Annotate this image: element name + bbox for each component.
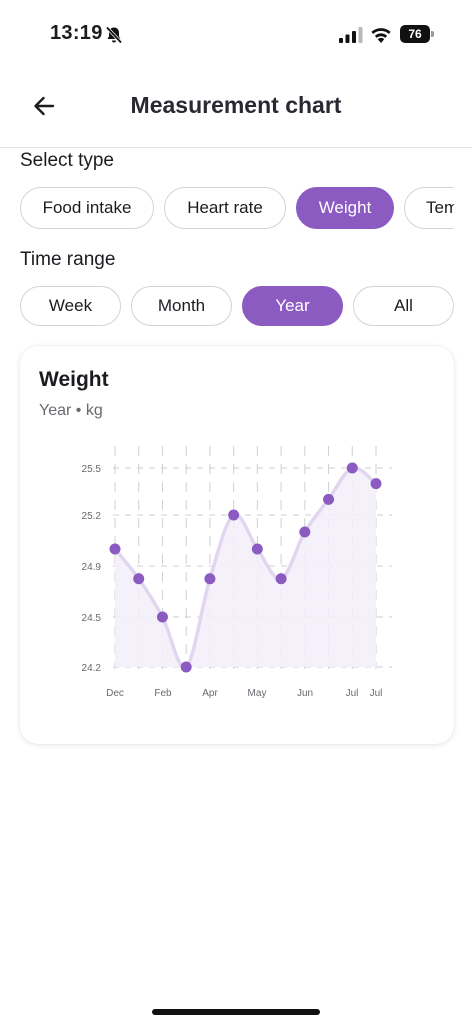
x-tick-label: Jul — [346, 688, 359, 699]
data-point — [251, 543, 263, 555]
chip-weight[interactable]: Weight — [296, 187, 394, 229]
home-indicator — [152, 1009, 320, 1015]
data-point — [228, 509, 240, 521]
chip-week[interactable]: Week — [20, 286, 121, 326]
data-point — [299, 526, 311, 538]
y-tick-label: 24.5 — [82, 613, 102, 624]
x-tick-label: Apr — [202, 688, 218, 699]
x-tick-label: Dec — [106, 688, 124, 699]
select-type-label: Select type — [20, 150, 114, 171]
chip-year[interactable]: Year — [242, 286, 343, 326]
y-tick-label: 25.5 — [82, 464, 102, 475]
card-subtitle: Year • kg — [39, 402, 103, 419]
y-tick-label: 24.9 — [82, 562, 102, 573]
data-point — [346, 462, 358, 474]
battery-cap — [431, 31, 434, 37]
chart-area-fill — [115, 467, 376, 668]
chip-month[interactable]: Month — [131, 286, 232, 326]
range-chip-row: Week Month Year All — [20, 286, 454, 328]
wifi-icon — [371, 28, 391, 43]
type-chip-row: Food intake Heart rate Weight Tem — [20, 187, 454, 229]
data-point — [275, 573, 287, 585]
battery-level: 76 — [400, 25, 430, 43]
data-point — [133, 573, 145, 585]
card-title: Weight — [39, 368, 109, 391]
status-time: 13:19 — [50, 22, 103, 44]
cellular-signal-icon — [339, 27, 363, 43]
y-tick-label: 25.2 — [82, 511, 102, 522]
chart-card: Weight Year • kg 24.2 24.5 24.9 25.2 25.5 Dec… — [20, 346, 454, 744]
chip-temperature[interactable]: Tem — [404, 187, 454, 229]
data-point — [323, 493, 335, 505]
back-button[interactable] — [28, 90, 60, 122]
chip-food-intake[interactable]: Food intake — [20, 187, 154, 229]
weight-chart: 24.2 24.5 24.9 25.2 25.5 Dec Feb Apr May Jun Jul Ju… — [82, 446, 392, 699]
status-bar: 13:19 76 — [0, 0, 472, 70]
data-point — [156, 611, 168, 623]
data-point — [109, 543, 121, 555]
arrow-left-icon — [34, 96, 55, 116]
page-title: Measurement chart — [130, 92, 342, 118]
bell-off-icon — [105, 26, 123, 44]
x-tick-label: May — [248, 688, 267, 699]
data-point — [180, 661, 192, 673]
y-tick-label: 24.2 — [82, 663, 102, 674]
x-tick-label: Jul — [370, 688, 383, 699]
chip-all[interactable]: All — [353, 286, 454, 326]
app-bar: Measurement chart — [0, 70, 472, 148]
x-tick-label: Jun — [297, 688, 313, 699]
data-point — [370, 478, 382, 490]
chip-heart-rate[interactable]: Heart rate — [164, 187, 286, 229]
data-point — [204, 573, 216, 585]
time-range-label: Time range — [20, 249, 116, 270]
x-tick-label: Feb — [154, 688, 172, 699]
battery-icon: 76 — [400, 25, 434, 43]
